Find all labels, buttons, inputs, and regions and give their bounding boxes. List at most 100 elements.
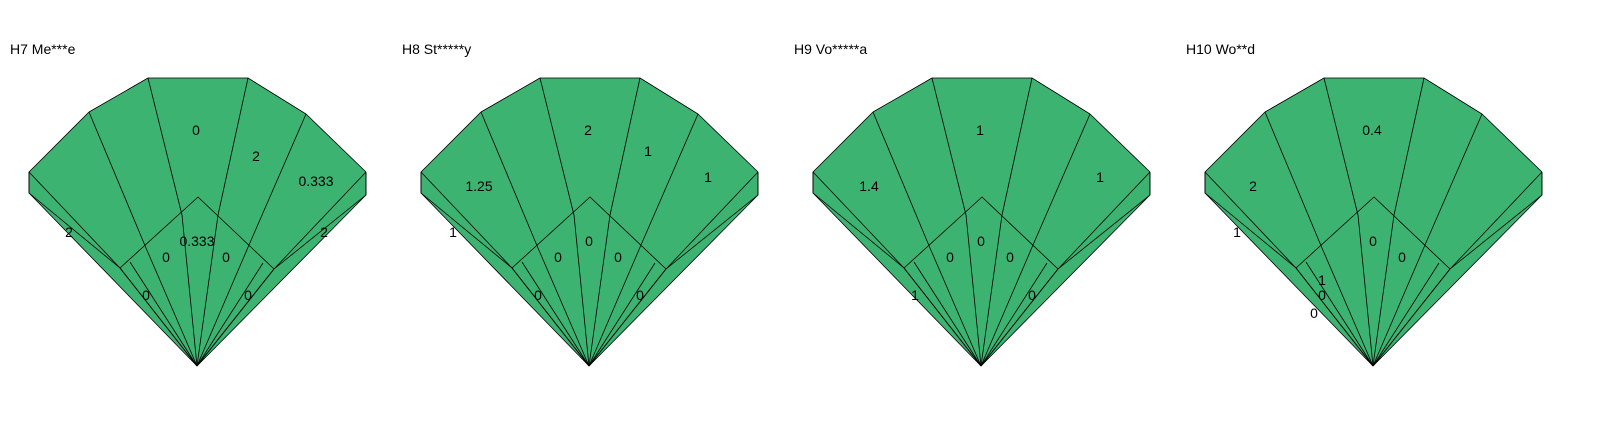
fan-rim-left [420,171,513,269]
zone-value-label: 0.4 [1362,122,1382,138]
zone-divider [980,214,1003,367]
zone-divider [980,244,1034,367]
zone-divider [88,111,147,249]
zone-value-label: 1 [1233,224,1241,240]
zone-value-label: 1.4 [859,178,879,194]
zone-value-label: 1 [976,122,984,138]
zone-value-label: 2 [320,224,328,240]
zone-divider [980,268,1059,367]
zone-value-label: 0 [554,249,562,265]
zone-divider [1393,77,1425,216]
zone-divider [145,247,198,367]
zone-value-label: 0 [1318,287,1326,303]
zone-divider [539,77,575,216]
zone-value-label: 2 [1249,178,1257,194]
zone-value-label: 1.25 [465,178,492,194]
zone-divider [480,111,539,249]
zone-value-label: 0 [1028,287,1036,303]
zone-divider [588,262,656,367]
zone-divider [573,214,590,367]
zone-value-label: 0.333 [179,233,214,249]
zone-divider [129,261,198,367]
fan-rim-left [28,171,121,269]
fan-body [1204,77,1543,367]
zone-value-label: 0 [244,287,252,303]
zone-divider [588,244,642,367]
zone-divider [588,214,611,367]
zone-divider [1372,262,1440,367]
fan-rim-right [665,171,759,270]
zone-divider [1323,77,1359,216]
zone-divider [1001,77,1033,216]
zone-divider [196,214,219,367]
zone-divider [640,113,699,246]
zone-value-label: 0 [585,233,593,249]
zone-value-label: 1 [449,224,457,240]
zone-divider [931,77,967,216]
zone-divider [1321,247,1374,367]
fan-rim-left [812,171,905,269]
panel-title: H7 Me***e [10,41,76,57]
zone-divider [511,267,590,367]
zone-value-label: 0 [1369,233,1377,249]
fan-body [812,77,1151,367]
zone-divider [929,247,982,367]
zone-value-label: 0 [1398,249,1406,265]
zone-divider [588,268,667,367]
zone-value-label: 2 [252,148,260,164]
zone-value-label: 1 [1318,272,1326,288]
zone-divider [181,214,198,367]
zone-divider [196,268,275,367]
zone-value-label: 1 [1096,169,1104,185]
zone-divider [965,214,982,367]
zone-divider [1372,214,1395,367]
zone-value-label: 0 [946,249,954,265]
zone-divider [1424,113,1483,246]
fan-rim-right [273,171,367,270]
zone-divider [609,77,641,216]
zone-divider [1357,214,1374,367]
zone-divider [196,244,250,367]
zone-divider [217,77,249,216]
zone-value-label: 0 [162,249,170,265]
zone-divider [119,267,198,367]
chart-panel-h7: H7 Me***e 2 0 2 0.333 2 0.333 0 0 0 0 [0,0,392,427]
zone-divider [1032,113,1091,246]
zone-divider [1305,261,1374,367]
zone-value-label: 0 [142,287,150,303]
chart-panel-h10: H10 Wo**d 2 1 0.4 0 0 1 0 0 [1176,0,1568,427]
zone-divider [1264,111,1323,249]
fan-rim-right [1449,171,1543,270]
zone-divider [537,247,590,367]
zone-value-label: 0 [534,287,542,303]
fan-chart: 2 0 2 0.333 2 0.333 0 0 0 0 [28,77,367,367]
zone-divider [147,77,183,216]
fan-chart: 1.4 1 1 0 0 0 1 0 [812,77,1151,367]
zone-value-label: 0 [222,249,230,265]
fan-rim-left [1204,171,1297,269]
zone-value-label: 0 [1310,305,1318,321]
zone-value-label: 0 [192,122,200,138]
panel-title: H10 Wo**d [1186,41,1256,57]
panel-title: H9 Vo*****a [794,41,868,57]
zone-value-label: 0 [977,233,985,249]
zone-divider [913,261,982,367]
fan-body [28,77,367,367]
zone-divider [1295,267,1374,367]
panel-title: H8 St*****y [402,41,472,57]
zone-value-label: 0 [636,287,644,303]
fan-chart: 1.25 1 2 1 1 0 0 0 0 0 [420,77,759,367]
chart-panel-h8: H8 St*****y 1.25 1 2 1 1 0 0 0 0 0 [392,0,784,427]
fan-body [420,77,759,367]
zone-value-label: 1 [911,287,919,303]
zone-value-label: 1 [644,143,652,159]
zone-divider [980,262,1048,367]
zone-divider [521,261,590,367]
chart-panel-h9: H9 Vo*****a 1.4 1 1 0 0 0 1 0 [784,0,1176,427]
zone-value-label: 1 [704,169,712,185]
zone-divider [196,262,264,367]
zone-value-label: 0 [614,249,622,265]
fan-rim-right [1057,171,1151,270]
zone-divider [248,113,307,246]
